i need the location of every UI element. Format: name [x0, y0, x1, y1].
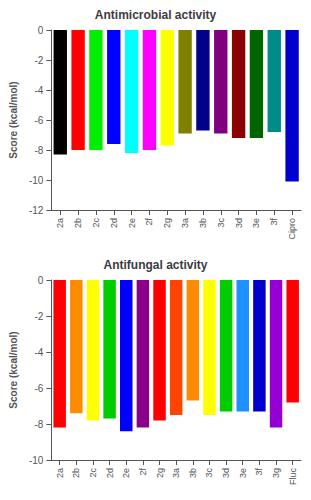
svg-text:-2: -2 [34, 55, 43, 66]
svg-text:3a: 3a [180, 218, 190, 228]
svg-text:Fluc: Fluc [288, 468, 298, 486]
svg-text:Score (kcal/mol): Score (kcal/mol) [8, 331, 19, 408]
svg-text:-2: -2 [34, 311, 43, 322]
svg-text:2c: 2c [91, 218, 101, 228]
svg-text:2e: 2e [127, 218, 137, 228]
svg-text:0: 0 [38, 25, 44, 36]
svg-text:2b: 2b [71, 468, 81, 478]
svg-text:3d: 3d [221, 468, 231, 478]
svg-text:-10: -10 [29, 455, 44, 466]
svg-text:3c: 3c [204, 468, 214, 478]
svg-text:2g: 2g [155, 468, 165, 478]
svg-text:Antifungal activity: Antifungal activity [103, 258, 207, 272]
svg-text:2a: 2a [55, 218, 65, 228]
svg-text:2g: 2g [162, 218, 172, 228]
svg-text:-4: -4 [34, 85, 43, 96]
svg-text:3b: 3b [198, 218, 208, 228]
svg-text:3b: 3b [188, 468, 198, 478]
svg-text:3e: 3e [251, 218, 261, 228]
svg-text:2f: 2f [138, 468, 148, 476]
svg-text:3f: 3f [269, 218, 279, 226]
svg-text:2c: 2c [88, 468, 98, 478]
svg-text:3c: 3c [216, 218, 226, 228]
svg-text:2e: 2e [121, 468, 131, 478]
svg-text:-6: -6 [34, 383, 43, 394]
svg-text:-6: -6 [34, 115, 43, 126]
svg-text:-8: -8 [34, 419, 43, 430]
svg-text:2f: 2f [144, 218, 154, 226]
svg-text:2d: 2d [105, 468, 115, 478]
svg-text:0: 0 [38, 275, 44, 286]
svg-text:Score (kcal/mol): Score (kcal/mol) [8, 81, 19, 158]
svg-text:3d: 3d [234, 218, 244, 228]
svg-text:-4: -4 [34, 347, 43, 358]
svg-text:-10: -10 [29, 175, 44, 186]
svg-text:2b: 2b [73, 218, 83, 228]
svg-text:3g: 3g [271, 468, 281, 478]
svg-text:-12: -12 [29, 205, 44, 216]
svg-text:3a: 3a [171, 468, 181, 478]
svg-text:3e: 3e [238, 468, 248, 478]
svg-text:Cipro: Cipro [287, 218, 297, 240]
svg-text:2a: 2a [55, 468, 65, 478]
svg-text:Antimicrobial activity: Antimicrobial activity [95, 8, 217, 22]
svg-text:3f: 3f [254, 468, 264, 476]
svg-text:-8: -8 [34, 145, 43, 156]
svg-text:2d: 2d [109, 218, 119, 228]
